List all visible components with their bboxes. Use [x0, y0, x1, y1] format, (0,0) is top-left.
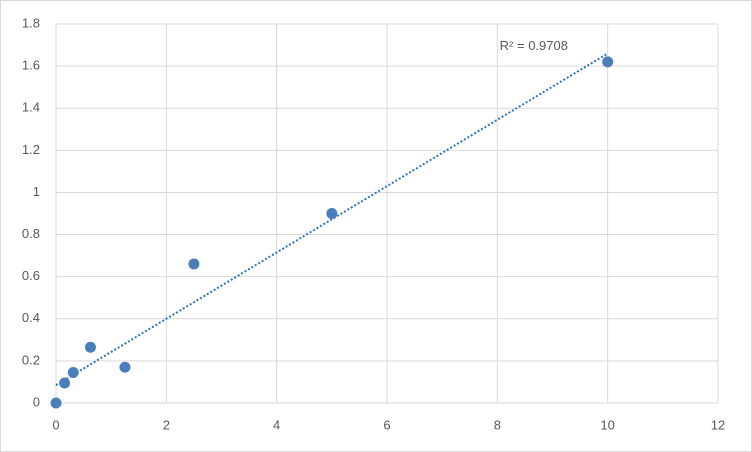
y-tick-label: 1.8 [22, 15, 40, 30]
y-tick-label: 1.2 [22, 142, 40, 157]
data-point [84, 341, 96, 353]
data-point [188, 258, 200, 270]
data-point [59, 377, 71, 389]
x-tick-label: 8 [494, 417, 501, 432]
y-tick-label: 0.2 [22, 352, 40, 367]
x-tick-label: 12 [711, 417, 725, 432]
data-point [119, 361, 131, 373]
y-tick-label: 0.8 [22, 226, 40, 241]
x-tick-label: 6 [383, 417, 390, 432]
x-tick-label: 10 [600, 417, 614, 432]
data-point [50, 397, 62, 409]
y-tick-label: 1.4 [22, 100, 40, 115]
x-tick-label: 4 [273, 417, 280, 432]
x-tick-label: 2 [163, 417, 170, 432]
y-tick-label: 0.6 [22, 268, 40, 283]
data-point [326, 208, 338, 219]
data-point [602, 56, 614, 68]
data-point [67, 366, 79, 378]
trendline-label: R² = 0.9708 [500, 38, 568, 53]
y-tick-label: 0.4 [22, 310, 40, 325]
trendline [55, 52, 609, 386]
x-tick-label: 0 [52, 417, 59, 432]
y-tick-label: 1.6 [22, 58, 40, 73]
y-tick-label: 0 [33, 394, 40, 409]
y-tick-label: 1 [33, 184, 40, 199]
